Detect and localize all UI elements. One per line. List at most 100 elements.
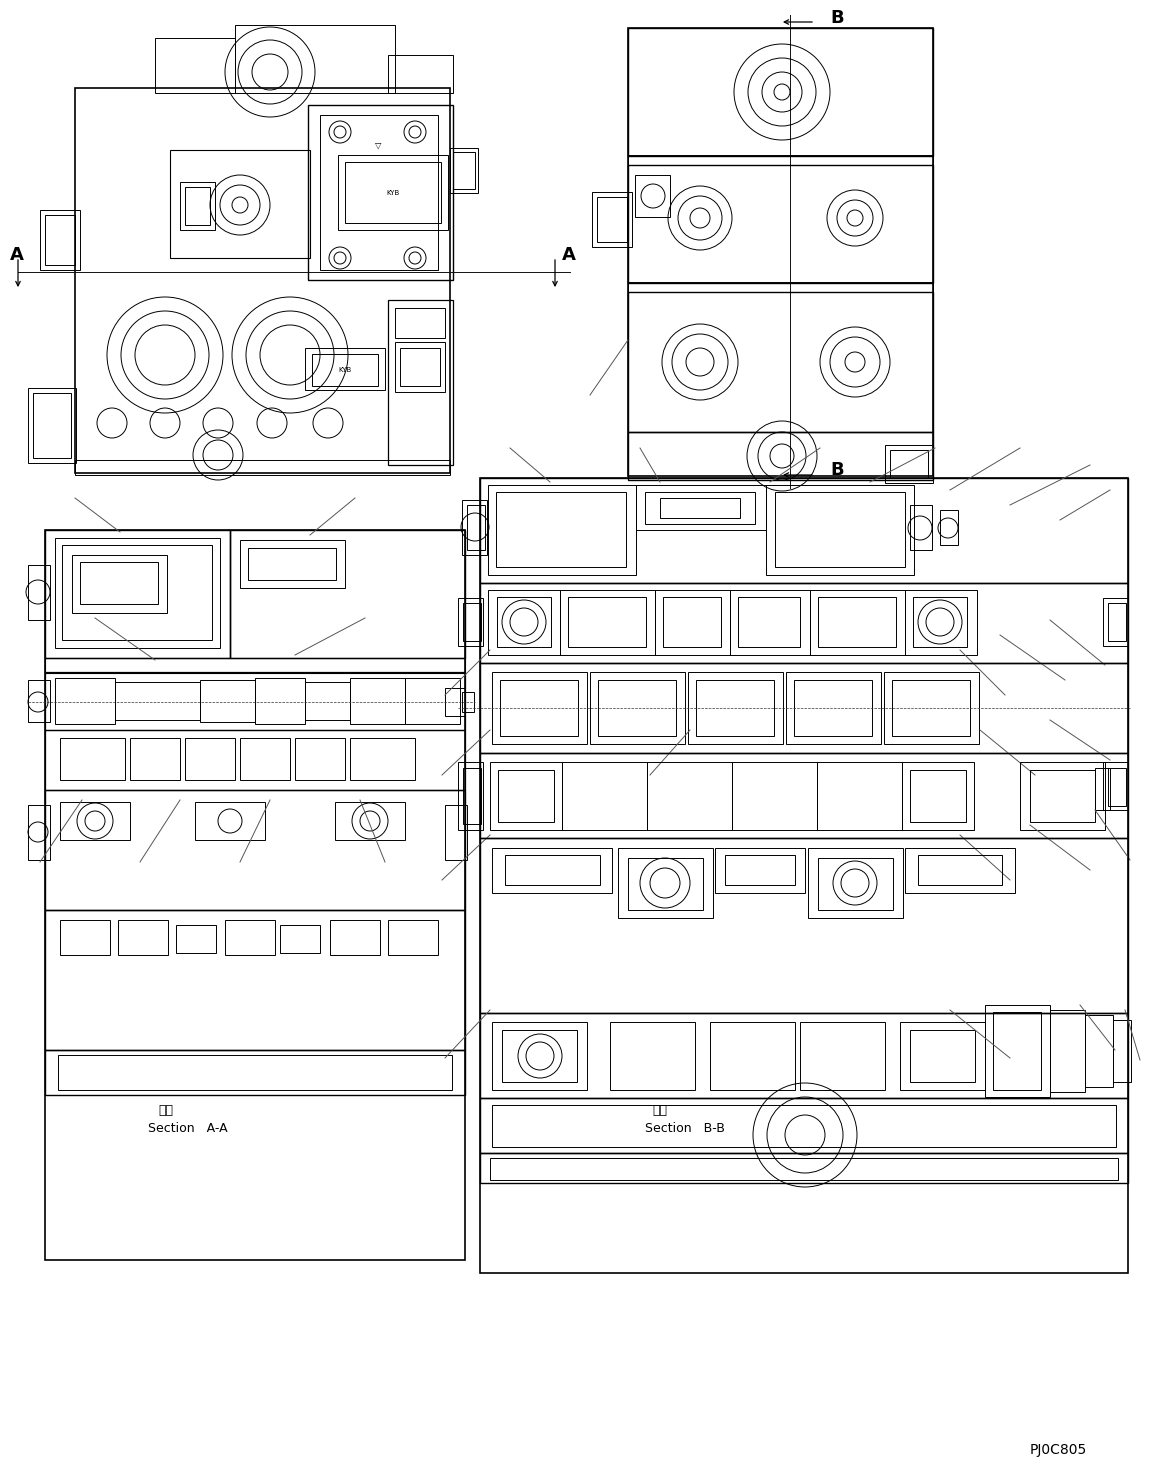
Text: A: A [10, 246, 24, 264]
Bar [458, 598, 483, 646]
Bar [60, 920, 110, 955]
Bar [490, 1158, 1118, 1180]
Bar [502, 1029, 577, 1083]
Bar [400, 348, 440, 387]
Bar [1108, 603, 1126, 641]
Bar [725, 855, 795, 886]
Bar [312, 354, 378, 387]
Bar [45, 530, 230, 658]
Bar [985, 1006, 1050, 1097]
Bar [224, 920, 274, 955]
Bar [480, 478, 1128, 584]
Bar [488, 589, 561, 655]
Bar [305, 681, 350, 720]
Bar [445, 806, 468, 860]
Text: Section   B-B: Section B-B [645, 1121, 725, 1134]
Bar [909, 770, 966, 822]
Bar [62, 545, 212, 640]
Bar [688, 672, 783, 743]
Bar [45, 1050, 465, 1094]
Bar [40, 210, 80, 270]
Bar [598, 680, 676, 736]
Bar [45, 530, 465, 1260]
Text: B: B [830, 9, 843, 27]
Bar [45, 658, 465, 672]
Bar [170, 150, 311, 258]
Bar [480, 478, 1128, 1274]
Bar [28, 388, 76, 464]
Bar [618, 849, 713, 918]
Bar [74, 87, 450, 472]
Bar [498, 770, 554, 822]
Bar [628, 28, 933, 156]
Text: Section   A-A: Section A-A [148, 1121, 228, 1134]
Bar [1085, 1014, 1113, 1087]
Bar [195, 803, 265, 840]
Bar [592, 193, 632, 247]
Bar [55, 538, 220, 649]
Bar [495, 492, 626, 567]
Bar [492, 1105, 1116, 1146]
Bar [28, 564, 50, 621]
Bar [562, 763, 647, 829]
Bar [909, 505, 932, 549]
Bar [490, 763, 562, 829]
Bar [1113, 1020, 1130, 1083]
Bar [60, 803, 130, 840]
Bar [463, 603, 481, 641]
Bar [786, 672, 882, 743]
Bar [248, 548, 336, 581]
Text: B: B [830, 461, 843, 478]
Bar [350, 738, 415, 780]
Bar [628, 164, 933, 283]
Bar [993, 1012, 1041, 1090]
Bar [240, 541, 345, 588]
Bar [492, 672, 587, 743]
Bar [628, 292, 933, 432]
Bar [884, 672, 979, 743]
Bar [940, 509, 958, 545]
Bar [628, 156, 933, 164]
Bar [72, 555, 167, 613]
Bar [395, 308, 445, 338]
Bar [900, 1022, 985, 1090]
Bar [468, 505, 485, 549]
Bar [709, 1022, 795, 1090]
Bar [818, 857, 893, 909]
Bar [45, 909, 465, 1050]
Bar [1108, 769, 1126, 806]
Bar [45, 215, 74, 265]
Bar [885, 444, 933, 483]
Bar [730, 589, 809, 655]
Bar [794, 680, 872, 736]
Bar [28, 680, 50, 723]
Bar [445, 689, 465, 715]
Bar [117, 920, 167, 955]
Bar [905, 849, 1015, 893]
Bar [480, 752, 1128, 838]
Bar [45, 789, 465, 909]
Bar [130, 738, 180, 780]
Bar [345, 161, 441, 224]
Bar [808, 849, 902, 918]
Bar [505, 855, 600, 886]
Bar [45, 730, 465, 789]
Bar [497, 597, 551, 647]
Bar [388, 55, 454, 93]
Bar [480, 1013, 1128, 1097]
Bar [775, 492, 905, 567]
Bar [458, 763, 483, 829]
Bar [636, 484, 766, 530]
Bar [597, 197, 627, 241]
Bar [335, 803, 405, 840]
Bar [635, 175, 670, 218]
Bar [185, 187, 211, 225]
Bar [655, 589, 730, 655]
Bar [905, 589, 977, 655]
Bar [1103, 763, 1128, 810]
Bar [1030, 770, 1096, 822]
Bar [892, 680, 970, 736]
Bar [28, 806, 50, 860]
Bar [235, 25, 395, 93]
Bar [176, 926, 216, 952]
